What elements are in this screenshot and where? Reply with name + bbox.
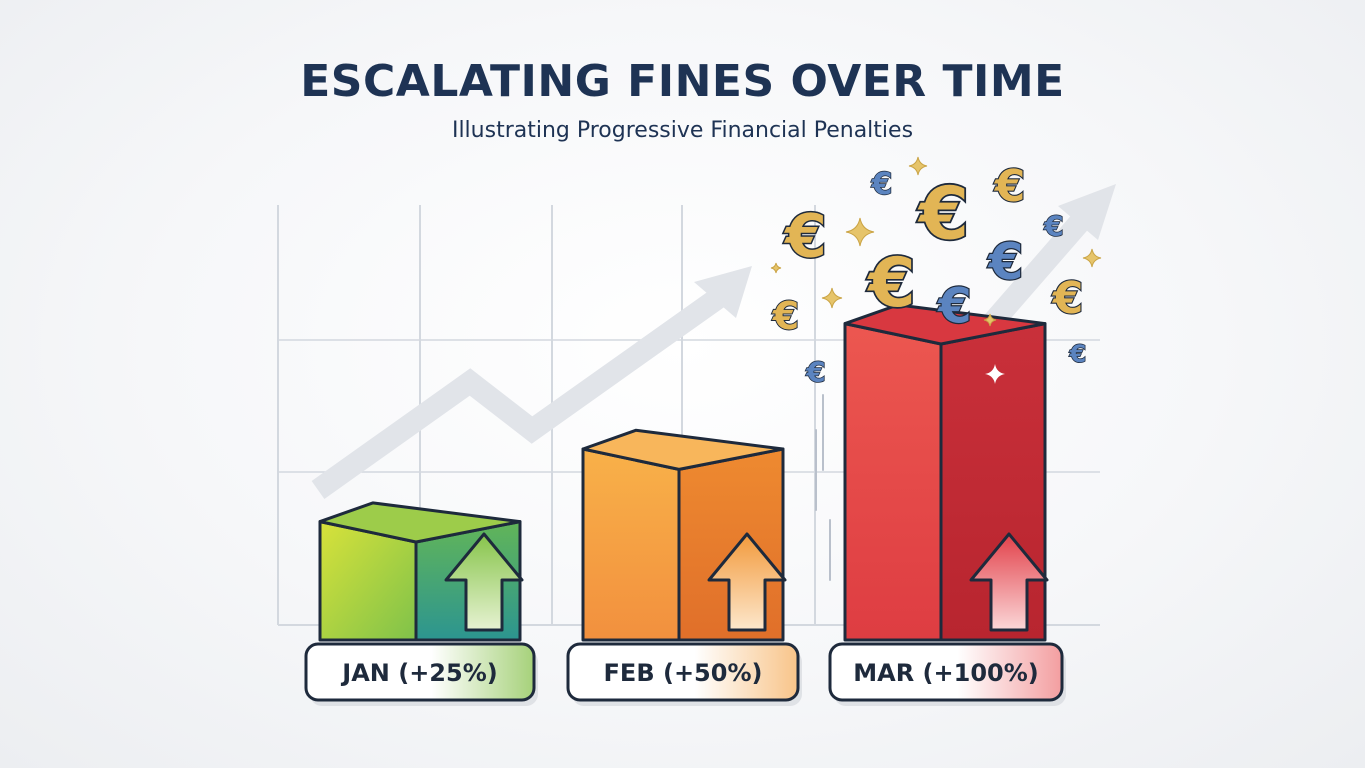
- bar-top-face-0: [318, 501, 522, 544]
- label-box-2: [828, 642, 1064, 702]
- sparkle-icon-0: [845, 217, 875, 247]
- label-box-1: [566, 642, 800, 702]
- category-label-1: FEB (+50%): [566, 642, 802, 706]
- sparkle-icon-6: [770, 262, 782, 274]
- euro-coin-icon-7: €: [988, 233, 1024, 291]
- sparkle-icon-3: [985, 364, 1005, 384]
- euro-coins-decoration: € €€€€ €€€€€€€: [770, 156, 1102, 581]
- bar-top-face-1: [581, 428, 785, 471]
- bar-front-face-1: [581, 447, 681, 642]
- bars-group: [318, 303, 1049, 642]
- euro-coin-icon-5: €: [1052, 273, 1084, 324]
- chart-title: ESCALATING FINES OVER TIME: [300, 56, 1065, 107]
- category-label-2: MAR (+100%): [828, 642, 1066, 706]
- bar-front-face-2: [843, 322, 943, 642]
- euro-coin-icon-3: €: [994, 161, 1026, 212]
- sparkle-icon-5: [983, 313, 997, 327]
- bar-2: [843, 303, 1049, 642]
- category-label-text-2: MAR (+100%): [853, 659, 1038, 687]
- euro-coin-icon-4: €: [772, 294, 799, 338]
- category-label-0: JAN (+25%): [304, 642, 538, 706]
- euro-coin-icon-6: €: [937, 278, 971, 334]
- up-arrow-icon-2: [969, 532, 1049, 632]
- euro-coin-icon-8: €: [871, 167, 893, 202]
- trend-arrowhead-2: [1058, 184, 1116, 240]
- bar-0: [318, 501, 524, 642]
- sparkle-icon-1: [908, 156, 928, 176]
- trend-arrowhead-1: [694, 266, 752, 318]
- up-arrow-icon-1: [707, 532, 787, 632]
- bar-top-face-2: [843, 303, 1047, 346]
- category-label-text-1: FEB (+50%): [604, 659, 763, 687]
- up-arrow-icon-0: [444, 532, 524, 632]
- label-box-0: [304, 642, 536, 702]
- category-label-text-0: JAN (+25%): [340, 659, 497, 687]
- euro-coin-icon-0: €: [783, 201, 827, 271]
- chart-subtitle: Illustrating Progressive Financial Penal…: [451, 118, 914, 143]
- euro-coin-icon-11: €: [1069, 340, 1087, 368]
- euro-coin-icon-9: €: [1043, 210, 1063, 243]
- bar-1: [581, 428, 787, 642]
- euro-coin-icon-2: €: [866, 244, 915, 323]
- euro-coin-icon-10: €: [805, 356, 825, 389]
- sparkle-icon-4: [1082, 248, 1102, 268]
- sparkle-icon-2: [821, 287, 843, 309]
- euro-coin-icon-1: €: [917, 171, 969, 255]
- trend-line-1: [311, 289, 725, 499]
- category-labels: JAN (+25%) FEB (+50%) MAR (+100%): [304, 642, 1066, 706]
